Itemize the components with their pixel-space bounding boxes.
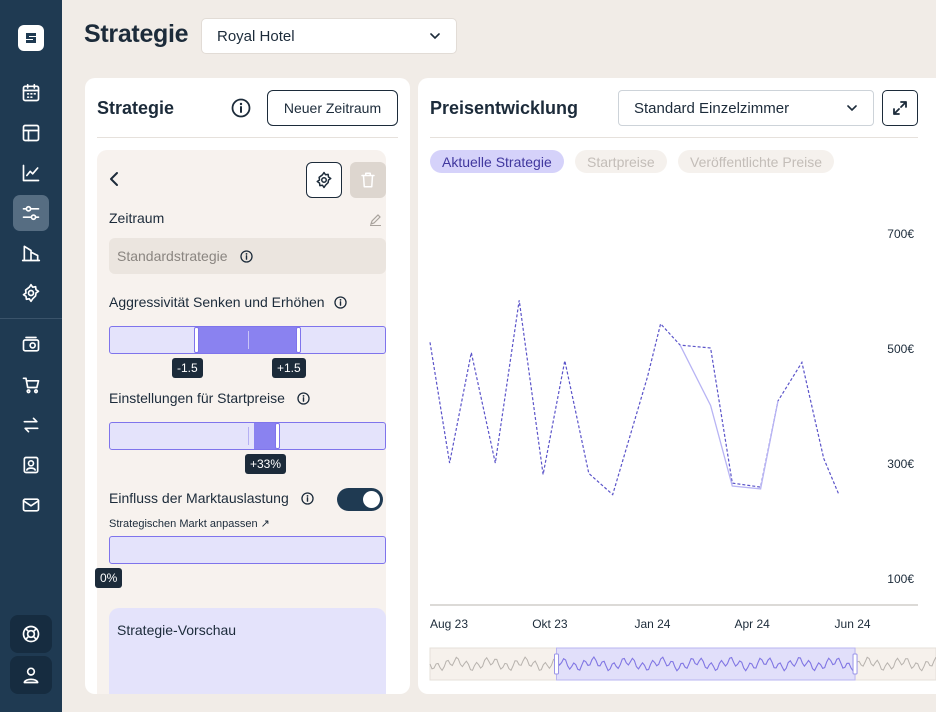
market-link[interactable]: Strategischen Markt anpassen ↗ (109, 518, 270, 530)
hotel-select[interactable]: Royal Hotel (201, 18, 457, 54)
room-type-value: Standard Einzelzimmer (634, 99, 790, 117)
calendar-icon[interactable] (13, 75, 49, 111)
info-icon[interactable] (239, 249, 253, 263)
navigator-wave-selected (557, 656, 854, 672)
price-chart: 700€ 500€ 300€ 100€ Aug 23 Okt 23 Jan 24 Apr 24… (429, 227, 936, 681)
navigator-handle-start[interactable] (554, 653, 559, 675)
info-icon[interactable] (297, 392, 310, 405)
trash-icon (361, 172, 375, 188)
room-type-select[interactable]: Standard Einzelzimmer (618, 90, 874, 126)
x-tick-label: Jan 24 (634, 617, 670, 631)
expand-button[interactable] (882, 90, 918, 126)
x-tick-label: Jun 24 (835, 617, 871, 631)
layout-icon[interactable] (13, 115, 49, 151)
info-icon[interactable] (334, 296, 347, 309)
preview-label: Strategie-Vorschau (117, 622, 237, 638)
series-line-solid (679, 344, 779, 490)
info-icon[interactable] (231, 98, 251, 118)
y-tick-label: 300€ (887, 457, 914, 471)
aggressiveness-label: Aggressivität Senken und Erhöhen (109, 294, 325, 310)
divider (430, 137, 918, 138)
chevron-down-icon (847, 105, 857, 112)
aggressiveness-handle-low[interactable] (194, 327, 199, 353)
zeitraum-value: Standardstrategie (117, 248, 228, 264)
sidebar-divider (0, 318, 62, 319)
info-icon[interactable] (301, 492, 314, 505)
back-arrow-icon[interactable] (107, 170, 121, 188)
cart-icon[interactable] (13, 367, 49, 403)
price-panel-title: Preisentwicklung (430, 98, 579, 118)
chevron-down-icon (430, 33, 440, 40)
x-tick-label: Apr 24 (735, 617, 771, 631)
app-logo[interactable] (18, 25, 44, 51)
center-tick (248, 331, 249, 349)
contact-icon[interactable] (13, 447, 49, 483)
y-tick-label: 700€ (887, 227, 914, 241)
gear-icon (316, 171, 332, 189)
user-icon[interactable] (10, 656, 52, 694)
lifebuoy-icon[interactable] (10, 615, 52, 653)
market-toggle[interactable] (337, 488, 383, 511)
new-period-button[interactable]: Neuer Zeitraum (267, 90, 398, 126)
settings-button[interactable] (306, 162, 342, 198)
series-line-dashed (429, 300, 840, 496)
chart-line-icon[interactable] (13, 155, 49, 191)
startprice-handle[interactable] (275, 423, 280, 449)
center-tick (248, 427, 249, 445)
swap-icon[interactable] (13, 407, 49, 443)
mail-icon[interactable] (13, 487, 49, 523)
aggressiveness-slider[interactable] (109, 326, 386, 354)
chip-published-prices[interactable]: Veröffentlichte Preise (678, 150, 835, 173)
strategy-panel-title: Strategie (97, 98, 175, 118)
zeitraum-field: Standardstrategie (109, 238, 386, 274)
page-title: Strategie (84, 20, 189, 48)
market-value: 0% (95, 568, 123, 588)
divider (97, 137, 398, 138)
strategy-panel: Strategie Neuer Zeitraum Zeitraum Standa… (85, 78, 410, 694)
y-tick-label: 500€ (887, 342, 914, 356)
strategy-editor: Zeitraum Standardstrategie Aggressivität… (95, 150, 386, 694)
delete-button[interactable] (350, 162, 386, 198)
aggressiveness-high-value: +1.5 (272, 358, 306, 378)
price-panel: Preisentwicklung Standard Einzelzimmer A… (418, 78, 936, 694)
navigator-selection (556, 647, 856, 681)
aggressiveness-low-value: -1.5 (172, 358, 203, 378)
expand-icon (893, 101, 907, 115)
ticket-icon[interactable] (13, 327, 49, 363)
startprice-value: +33% (245, 454, 287, 474)
hotel-select-value: Royal Hotel (217, 27, 295, 45)
zeitraum-label: Zeitraum (109, 210, 165, 226)
sliders-icon[interactable] (13, 195, 49, 231)
building-icon[interactable] (13, 235, 49, 271)
strategy-preview: Strategie-Vorschau (109, 608, 386, 694)
startprice-range (254, 423, 276, 449)
edit-icon[interactable] (369, 213, 382, 226)
startprice-slider[interactable] (109, 422, 386, 450)
y-tick-label: 100€ (887, 572, 914, 586)
navigator-handle-end[interactable] (852, 653, 858, 675)
chip-current-strategy[interactable]: Aktuelle Strategie (430, 150, 564, 173)
market-label: Einfluss der Marktauslastung (109, 490, 289, 506)
x-tick-label: Okt 23 (532, 617, 568, 631)
toggle-knob (363, 491, 380, 508)
aggressiveness-handle-high[interactable] (296, 327, 301, 353)
x-tick-label: Aug 23 (430, 617, 468, 631)
chip-start-prices[interactable]: Startpreise (575, 150, 667, 173)
gear-icon[interactable] (13, 275, 49, 311)
market-slider[interactable] (109, 536, 386, 564)
startprice-label: Einstellungen für Startpreise (109, 390, 285, 406)
sidebar (0, 0, 62, 712)
